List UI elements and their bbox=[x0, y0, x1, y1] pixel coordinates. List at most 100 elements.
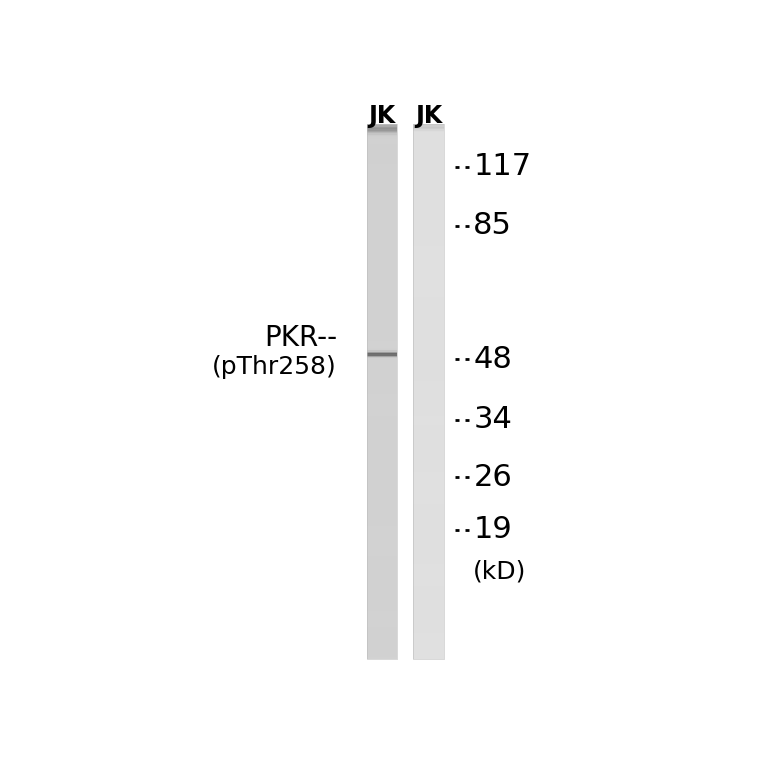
Bar bbox=[367, 576, 397, 578]
Bar bbox=[367, 337, 397, 338]
Bar bbox=[367, 487, 397, 488]
Bar bbox=[413, 562, 444, 563]
Bar bbox=[413, 467, 444, 468]
Bar bbox=[413, 365, 444, 366]
Bar bbox=[413, 353, 444, 354]
Bar bbox=[413, 646, 444, 647]
Bar bbox=[367, 578, 397, 579]
Bar bbox=[413, 326, 444, 328]
Bar bbox=[367, 250, 397, 251]
Bar bbox=[413, 269, 444, 270]
Bar bbox=[413, 390, 444, 392]
Bar bbox=[367, 506, 397, 507]
Bar bbox=[367, 145, 397, 147]
Bar bbox=[413, 396, 444, 397]
Bar bbox=[413, 277, 444, 278]
Bar bbox=[367, 485, 397, 487]
Bar bbox=[413, 346, 444, 348]
Bar bbox=[413, 270, 444, 271]
Bar bbox=[413, 581, 444, 583]
Bar bbox=[413, 444, 444, 445]
Bar bbox=[367, 468, 397, 469]
Bar bbox=[367, 355, 397, 357]
Bar bbox=[413, 437, 444, 439]
Bar bbox=[367, 397, 397, 398]
Bar bbox=[367, 510, 397, 511]
Bar bbox=[413, 124, 444, 659]
Bar bbox=[367, 490, 397, 492]
Bar bbox=[413, 345, 444, 346]
Bar bbox=[413, 159, 444, 160]
Bar bbox=[367, 545, 397, 547]
Bar bbox=[367, 270, 397, 271]
Bar bbox=[367, 426, 397, 428]
Bar bbox=[367, 422, 397, 424]
Bar bbox=[367, 431, 397, 432]
Bar bbox=[413, 374, 444, 376]
Bar bbox=[367, 572, 397, 574]
Bar bbox=[367, 527, 397, 528]
Bar bbox=[367, 479, 397, 480]
Bar bbox=[413, 298, 444, 299]
Bar bbox=[367, 544, 397, 545]
Bar bbox=[367, 335, 397, 337]
Bar bbox=[367, 350, 397, 351]
Bar bbox=[367, 641, 397, 642]
Bar bbox=[413, 403, 444, 405]
Bar bbox=[367, 432, 397, 433]
Bar bbox=[367, 500, 397, 501]
Bar bbox=[413, 394, 444, 396]
Bar bbox=[367, 646, 397, 647]
Bar bbox=[413, 189, 444, 191]
Bar bbox=[413, 572, 444, 574]
Bar bbox=[413, 496, 444, 497]
Bar bbox=[413, 495, 444, 496]
Bar bbox=[413, 523, 444, 524]
Bar bbox=[413, 497, 444, 499]
Bar bbox=[367, 495, 397, 496]
Bar bbox=[413, 125, 444, 127]
Bar bbox=[413, 610, 444, 611]
Bar bbox=[413, 455, 444, 456]
Bar bbox=[413, 136, 444, 138]
Bar bbox=[413, 319, 444, 321]
Bar bbox=[367, 364, 397, 365]
Bar bbox=[367, 124, 397, 125]
Bar bbox=[413, 283, 444, 285]
Bar bbox=[367, 630, 397, 631]
Bar bbox=[367, 312, 397, 314]
Bar bbox=[413, 214, 444, 215]
Bar bbox=[367, 499, 397, 500]
Bar bbox=[413, 216, 444, 218]
Bar bbox=[413, 643, 444, 645]
Bar bbox=[367, 148, 397, 150]
Bar bbox=[367, 369, 397, 371]
Bar bbox=[413, 188, 444, 189]
Bar bbox=[413, 306, 444, 307]
Bar bbox=[367, 157, 397, 159]
Bar bbox=[413, 266, 444, 267]
Bar bbox=[413, 641, 444, 642]
Bar bbox=[413, 549, 444, 551]
Bar bbox=[367, 341, 397, 342]
Bar bbox=[367, 310, 397, 312]
Bar bbox=[367, 526, 397, 527]
Bar bbox=[413, 485, 444, 487]
Bar bbox=[413, 604, 444, 606]
Bar bbox=[413, 654, 444, 656]
Bar bbox=[413, 335, 444, 337]
Bar bbox=[367, 200, 397, 202]
Bar bbox=[367, 170, 397, 171]
Bar bbox=[413, 344, 444, 345]
Bar bbox=[367, 597, 397, 599]
Bar bbox=[413, 636, 444, 638]
Bar bbox=[367, 339, 397, 341]
Bar bbox=[367, 376, 397, 377]
Bar bbox=[413, 364, 444, 365]
Bar bbox=[367, 345, 397, 346]
Bar bbox=[367, 533, 397, 535]
Bar bbox=[413, 529, 444, 531]
Bar bbox=[367, 602, 397, 603]
Bar bbox=[413, 150, 444, 151]
Bar bbox=[413, 625, 444, 626]
